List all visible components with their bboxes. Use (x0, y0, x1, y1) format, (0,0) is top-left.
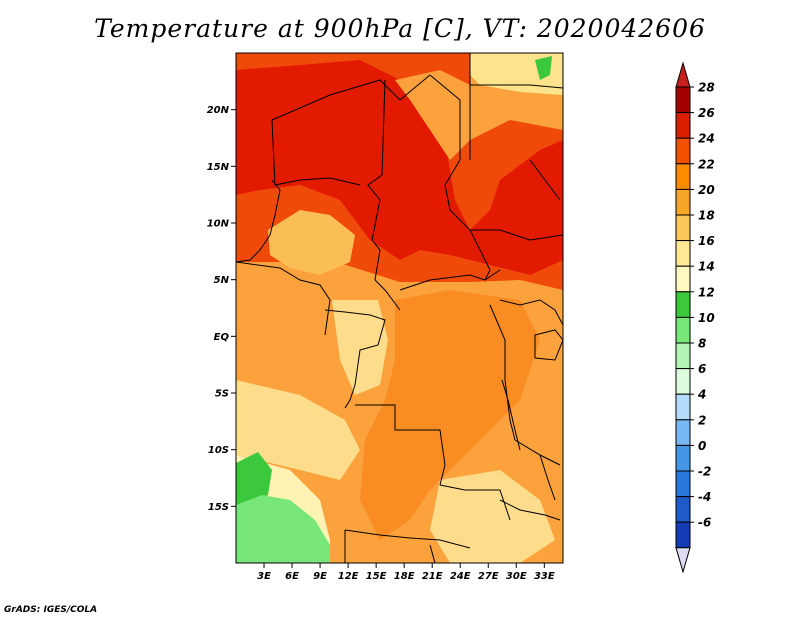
colorbar-swatch (675, 163, 691, 190)
colorbar-label: 28 (698, 81, 715, 95)
lon-tick-label: 18E (394, 571, 415, 582)
colorbar-swatch (675, 137, 691, 165)
map-frame (235, 52, 564, 564)
lat-tick-label: 5S (215, 389, 229, 400)
colorbar-label: -2 (698, 465, 711, 479)
colorbar-swatch (675, 521, 691, 549)
border-ethiopia (529, 159, 561, 201)
lat-tick-label: 20N (207, 105, 230, 116)
colorbar-swatch (675, 86, 691, 114)
field-24-region (360, 290, 540, 540)
border-sudan-south (470, 229, 563, 241)
colorbar-over-triangle (675, 61, 691, 88)
colorbar-swatch (675, 393, 691, 421)
lat-tick-label: 10S (208, 445, 229, 456)
colorbar-label: 24 (698, 132, 715, 146)
border-drc-east (489, 304, 516, 441)
colorbar-swatch (675, 188, 691, 216)
field-10-region (236, 495, 330, 563)
lon-tick-label: 6E (285, 571, 299, 582)
colorbar-label: 22 (698, 157, 715, 171)
border-gulf-coast (236, 261, 331, 336)
border-chad-sudan (444, 159, 491, 281)
field-18-region (236, 380, 360, 480)
border-lake-victoria (534, 329, 563, 361)
colorbar-label: 0 (698, 439, 706, 453)
colorbar-swatch (675, 419, 691, 446)
grads-credit: GrADS: IGES/COLA (4, 605, 98, 615)
lon-tick-label: 24E (450, 571, 471, 582)
border-angola-namibia (344, 529, 471, 549)
field-12-ne (535, 56, 552, 80)
border-lake-tanganyika (501, 379, 521, 451)
lat-tick-label: 15N (207, 162, 230, 173)
lat-tick-label: 5N (214, 275, 230, 286)
colorbar-label: -4 (698, 490, 711, 504)
border-congo-gabon (324, 309, 386, 386)
colorbar-label: 10 (698, 311, 715, 325)
border-malawi (539, 454, 556, 501)
colorbar-label: 6 (698, 362, 706, 376)
lon-tick-label: 12E (338, 571, 359, 582)
map-title: Temperature at 900hPa [C], VT: 202004260… (94, 14, 706, 43)
colorbar-swatch (675, 112, 691, 139)
border-niger-chad (367, 79, 386, 241)
temperature-field (236, 53, 563, 563)
lat-tick-label: EQ (214, 332, 230, 343)
colorbar-label: 26 (698, 106, 715, 120)
colorbar-swatch (675, 342, 691, 370)
colorbar-label: 16 (698, 234, 715, 248)
border-uganda (499, 299, 563, 326)
border-algeria-niger (271, 74, 431, 121)
colorbar-label: -6 (698, 516, 711, 530)
lon-tick-label: 33E (534, 571, 555, 582)
colorbar-label: 8 (698, 337, 706, 351)
lon-tick-label: 9E (313, 571, 327, 582)
colorbar-swatch (675, 240, 691, 267)
lon-tick-label: 27E (478, 571, 499, 582)
field-22-nigeria (268, 210, 355, 275)
colorbar-label: 12 (698, 285, 715, 299)
border-egypt-sudan (470, 84, 563, 89)
colorbar-label: 2 (698, 413, 706, 427)
colorbar-label: 4 (697, 388, 706, 402)
border-south (429, 544, 436, 563)
border-drc-angola (355, 404, 446, 486)
latitude-axis: 20N 15N 10N 5N EQ 5S 10S 15S (207, 105, 236, 513)
border-zambia-zimbabwe (499, 499, 561, 521)
field-18-south (430, 470, 555, 563)
colorbar-swatch (675, 444, 691, 472)
colorbar-label: 14 (698, 260, 715, 274)
border-car (399, 269, 501, 291)
colorbar-swatch (675, 496, 691, 523)
colorbar-swatch (675, 265, 691, 293)
border-libya-chad (429, 74, 461, 160)
country-borders (236, 53, 563, 563)
longitude-axis: 3E 6E 9E 12E 15E 18E 21E 24E 27E 30E 33E (257, 563, 555, 582)
colorbar-swatch (675, 214, 691, 242)
lon-tick-label: 3E (257, 571, 271, 582)
field-28-core (236, 60, 563, 275)
lon-tick-label: 15E (366, 571, 387, 582)
colorbar-label: 18 (698, 209, 715, 223)
border-angola-zambia (439, 484, 511, 521)
lat-tick-label: 15S (208, 502, 229, 513)
border-mali-niger (271, 119, 361, 186)
colorbar-under-triangle (675, 547, 691, 574)
lon-tick-label: 21E (422, 571, 443, 582)
lat-tick-label: 10N (207, 219, 230, 230)
colorbar-label: 20 (698, 183, 715, 197)
field-18-congo (332, 300, 388, 395)
colorbar-swatch (675, 291, 691, 318)
colorbar-swatch (675, 470, 691, 498)
border-west-africa-coast (236, 179, 281, 263)
border-drc-west (344, 384, 356, 409)
lon-tick-label: 30E (506, 571, 527, 582)
colorbar-swatch (675, 368, 691, 395)
border-nigeria-cameroon (371, 239, 401, 311)
colorbar-swatch (675, 316, 691, 344)
